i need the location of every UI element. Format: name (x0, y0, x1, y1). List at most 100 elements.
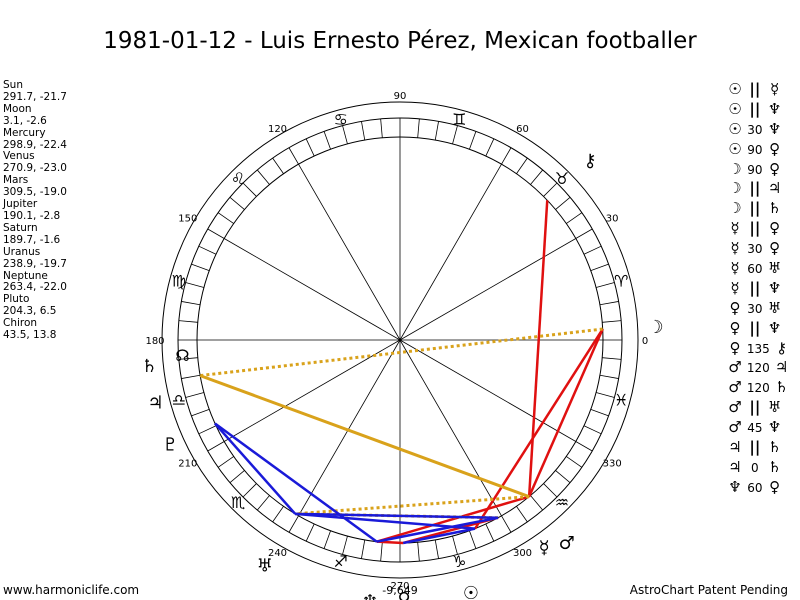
aspect-line-mars-neptune (376, 495, 530, 543)
aspect-type: 30 (747, 122, 763, 137)
position-name-uranus: Uranus (3, 245, 41, 258)
aspect-line-pluto-neptune (214, 422, 378, 543)
degree-tick (583, 245, 602, 255)
degree-tick (469, 131, 477, 150)
degree-tick (452, 535, 458, 555)
aspect-row: ☽ || ♄ (727, 199, 790, 219)
aspect-row: ♀ 30 ♅ (727, 299, 790, 319)
position-coords-uranus: 238.9, -19.7 (3, 257, 67, 270)
aspect-type: || (749, 199, 761, 218)
degree-tick (178, 357, 198, 360)
aspect-row: ♆ 60 ♀ (727, 478, 790, 498)
sign-aries-icon: ♈ (614, 272, 628, 291)
aspect-planet-1-icon: ♀ (729, 338, 741, 357)
degree-label: 90 (394, 91, 407, 102)
planet-mercury-icon: ☿ (539, 538, 550, 559)
degree-label: 180 (145, 336, 164, 347)
aspect-type: || (749, 80, 761, 98)
planet-venus-icon: ♀ (397, 589, 410, 600)
degree-tick (599, 301, 619, 306)
degree-tick (595, 392, 615, 398)
degree-tick (469, 530, 477, 549)
aspect-planet-1-icon: ☿ (730, 278, 740, 297)
aspect-list: ☉ || ☿ ☉ || ♆ ☉ 30 ♆ ☉ 90 ♀ ☽ 90 ♀ ☽ || ♃ ☽ ||… (727, 80, 790, 498)
aspect-planet-1-icon: ♀ (729, 298, 741, 317)
aspect-type: 120 (746, 361, 770, 376)
degree-label: 210 (178, 459, 197, 470)
position-name-neptune: Neptune (3, 269, 48, 282)
degree-tick (417, 118, 420, 138)
degree-tick (501, 147, 512, 165)
aspect-planet-2-icon: ♀ (769, 219, 781, 238)
position-coords-saturn: 189.7, -1.6 (3, 233, 61, 246)
degree-label: 0 (642, 336, 648, 347)
degree-tick (380, 118, 383, 138)
degree-tick (256, 495, 270, 511)
aspect-planet-1-icon: ♃ (728, 457, 742, 476)
aspect-planet-1-icon: ♀ (729, 318, 741, 337)
aspect-planet-1-icon: ☿ (730, 259, 740, 278)
sign-aquarius-icon: ♒ (555, 493, 569, 512)
degree-tick (566, 212, 583, 224)
aspect-planet-1-icon: ♂ (728, 418, 742, 437)
aspect-planet-2-icon: ♆ (767, 418, 782, 437)
degree-tick (543, 182, 558, 197)
degree-tick (555, 196, 571, 210)
house-spoke (298, 163, 401, 341)
planet-moon-icon: ☽ (648, 317, 664, 338)
aspect-line-neptune-mercury (376, 516, 499, 543)
aspect-row: ☿ || ♆ (727, 279, 790, 299)
aspect-planet-2-icon: ♆ (767, 318, 782, 337)
aspect-type: || (749, 318, 761, 337)
degree-tick (323, 530, 331, 549)
planet-positions-list: Sun 291.7, -21.7 Moon 3.1, -2.6 Mercury 298.9… (3, 79, 67, 342)
position-coords-neptune: 263.4, -22.0 (3, 281, 67, 294)
aspect-planet-1-icon: ☉ (728, 139, 742, 158)
house-spoke (399, 238, 577, 341)
aspect-planet-2-icon: ♆ (767, 99, 782, 118)
aspect-row: ☉ || ☿ (727, 80, 790, 100)
aspect-type: 120 (746, 381, 770, 396)
aspect-planet-2-icon: ♀ (769, 159, 781, 178)
aspect-line-sun-moon (474, 328, 604, 530)
sign-gemini-icon: ♊ (452, 110, 466, 129)
aspect-planet-2-icon: ♄ (774, 378, 789, 397)
aspect-line-uranus-mercury (295, 512, 499, 519)
aspect-planet-1-icon: ♃ (728, 438, 742, 457)
degree-tick (485, 523, 495, 542)
degree-tick (185, 392, 205, 398)
aspect-type: 135 (746, 341, 770, 356)
degree-tick (207, 228, 225, 239)
aspect-planet-2-icon: ⚷ (776, 338, 788, 357)
aspect-type: 30 (747, 301, 763, 316)
sign-virgo-icon: ♍ (172, 272, 186, 291)
aspect-planet-1-icon: ☿ (730, 239, 740, 258)
aspect-type: 45 (747, 421, 763, 436)
aspect-planet-2-icon: ♄ (767, 199, 782, 218)
planet-neptune-icon: ♆ (362, 591, 378, 600)
degree-label: 120 (268, 124, 287, 135)
aspect-type: || (749, 219, 761, 238)
degree-tick (602, 357, 622, 360)
aspect-row: ♂ || ♅ (727, 398, 790, 418)
aspect-planet-1-icon: ♆ (728, 477, 742, 496)
aspect-planet-2-icon: ♀ (769, 477, 781, 496)
planet-pluto-icon: ♇ (162, 435, 178, 456)
degree-label: 60 (516, 124, 529, 135)
aspect-type: || (749, 398, 761, 417)
position-name-venus: Venus (3, 150, 35, 163)
degree-tick (595, 282, 615, 288)
aspect-planet-2-icon: ♅ (767, 259, 782, 278)
aspect-row: ♀ || ♆ (727, 319, 790, 339)
aspect-planet-2-icon: ♅ (767, 298, 782, 317)
degree-tick (530, 169, 544, 185)
degree-tick (590, 409, 609, 417)
degree-tick (185, 282, 205, 288)
position-coords-jupiter: 190.1, -2.8 (3, 209, 61, 222)
degree-tick (342, 125, 348, 145)
position-coords-sun: 291.7, -21.7 (3, 90, 67, 103)
aspect-line-venus-sun (402, 527, 476, 545)
aspect-row: ♀ 135 ⚷ (727, 339, 790, 359)
aspect-planet-2-icon: ♆ (767, 278, 782, 297)
